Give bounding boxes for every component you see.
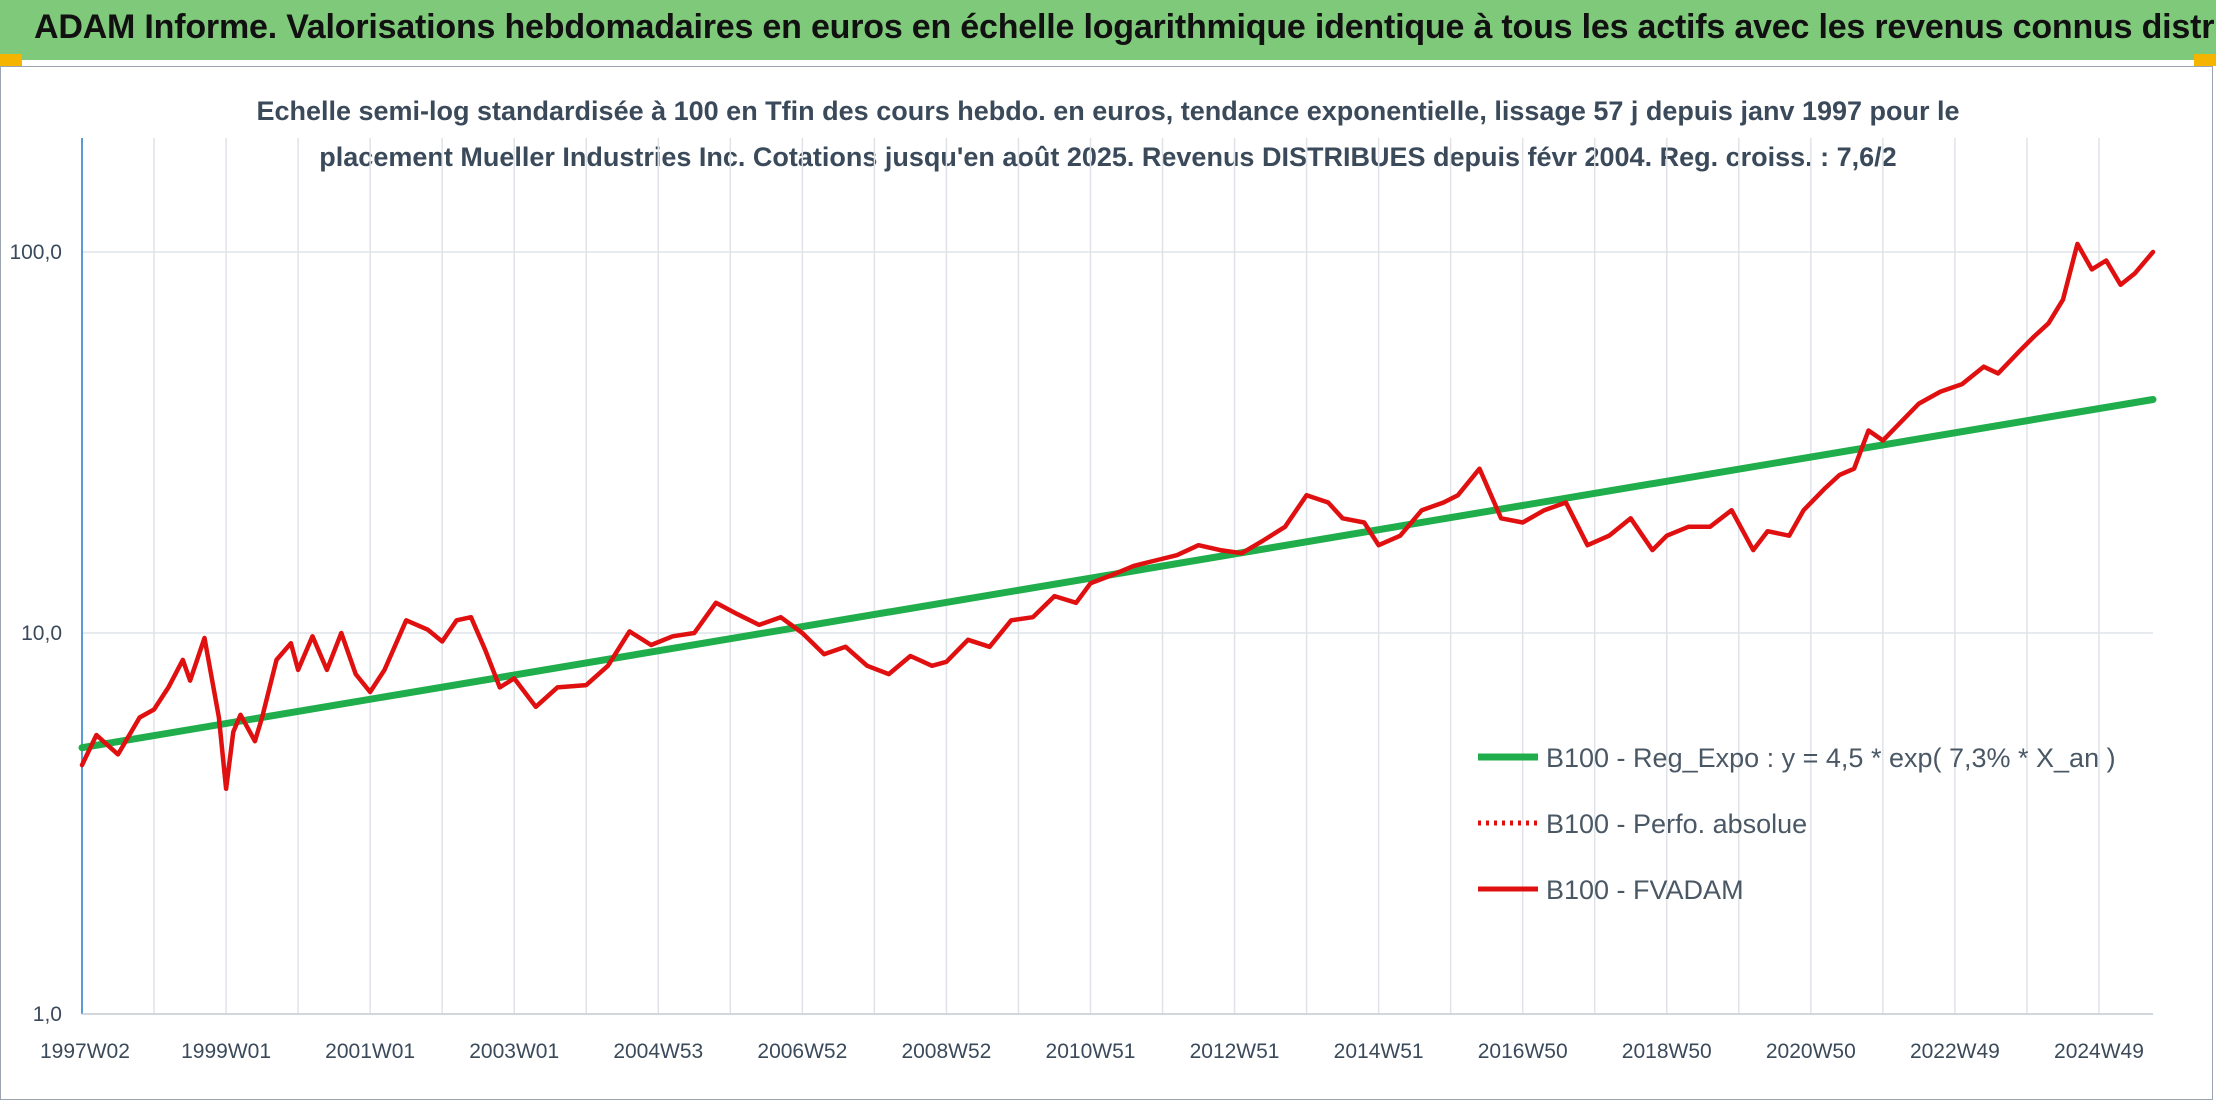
report-title: ADAM Informe. Valorisations hebdomadaire… [34,8,2216,46]
x-tick-label: 1999W01 [181,1040,271,1063]
y-tick-label: 100,0 [9,241,62,264]
legend-item-fvadam: B100 - FVADAM [1478,875,1744,905]
legend-item-reg-expo: B100 - Reg_Expo : y = 4,5 * exp( 7,3% * … [1478,743,2116,773]
series-lines [78,241,2157,792]
legend-label: B100 - FVADAM [1546,875,1744,905]
x-tick-label: 1997W02 [40,1040,130,1063]
x-tick-label: 2018W50 [1622,1040,1712,1063]
x-tick-label: 2024W49 [2054,1040,2144,1063]
legend-label: B100 - Perfo. absolue [1546,809,1807,839]
x-tick-label: 2006W52 [757,1040,847,1063]
x-tick-label: 2020W50 [1766,1040,1856,1063]
axes: 1,0 10,0 100,0 1997W02 1999W01 2001W01 2003W01… [9,138,2153,1063]
chart-title-line-1: Echelle semi-log standardisée à 100 en T… [256,96,1960,126]
x-tick-label: 2003W01 [469,1040,559,1063]
x-tick-label: 2001W01 [325,1040,415,1063]
x-tick-label: 2004W53 [613,1040,703,1063]
x-tick-label: 2010W51 [1046,1040,1136,1063]
corner-marker-right [2194,54,2216,66]
legend: B100 - Reg_Expo : y = 4,5 * exp( 7,3% * … [1478,743,2116,905]
header-banner: ADAM Informe. Valorisations hebdomadaire… [0,0,2216,60]
chart-frame [0,66,2213,1100]
x-tick-label: 2022W49 [1910,1040,2000,1063]
fvadam-series [79,241,2156,792]
x-tick-label: 2014W51 [1334,1040,1424,1063]
x-tick-label: 2012W51 [1190,1040,1280,1063]
chart-title-line-2: placement Mueller Industries Inc. Cotati… [319,142,1897,172]
corner-marker-left [0,54,22,66]
x-tick-label: 2016W50 [1478,1040,1568,1063]
legend-label: B100 - Reg_Expo : y = 4,5 * exp( 7,3% * … [1546,743,2116,773]
x-tick-label: 2008W52 [901,1040,991,1063]
legend-item-perfo-absolue: B100 - Perfo. absolue [1478,809,1807,839]
y-tick-label: 10,0 [21,622,62,645]
y-tick-label: 1,0 [33,1003,62,1026]
